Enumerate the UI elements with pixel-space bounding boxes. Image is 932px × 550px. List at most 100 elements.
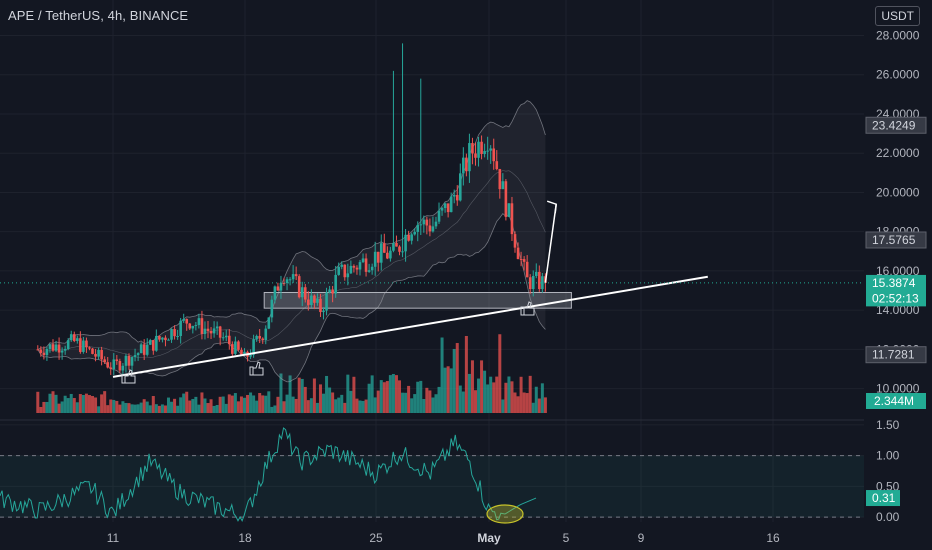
volume-bar [157, 405, 161, 413]
candle-body [434, 221, 438, 227]
volume-bar [422, 398, 426, 413]
candle-body [212, 328, 216, 334]
volume-bar [525, 393, 529, 413]
time-axis[interactable]: 11 18 25 May 5 9 16 [0, 526, 932, 550]
volume-bar [60, 401, 64, 413]
candle-body [215, 326, 219, 329]
oscillator-tick-label: 1.50 [876, 418, 900, 432]
candle-body [331, 289, 334, 294]
candle-body [334, 274, 337, 294]
candle-body [404, 234, 407, 252]
candle-body [237, 341, 240, 350]
thumb-hand [124, 369, 136, 384]
volume-bar [81, 394, 85, 413]
volume-bar [133, 404, 137, 413]
volume-bar [543, 397, 547, 413]
volume-bar [410, 398, 414, 413]
volume-bar [431, 397, 435, 413]
volume-bar [54, 394, 58, 413]
price-tick-label: 20.0000 [876, 185, 920, 199]
volume-bar [486, 384, 490, 413]
candle-body [72, 334, 76, 341]
candle-body [303, 287, 307, 300]
volume-bar [106, 405, 110, 413]
candle-body [373, 251, 377, 267]
price-label-box [866, 274, 926, 291]
candle-body [60, 350, 64, 353]
volume-bar [258, 393, 262, 413]
volume-bar [446, 366, 450, 413]
candle-body [191, 325, 195, 329]
candle-body [115, 359, 119, 362]
volume-bar [163, 405, 167, 413]
volume-bar [443, 367, 447, 413]
volume-bar [300, 378, 304, 413]
candle-body [307, 299, 310, 305]
volume-bar [249, 392, 253, 413]
volume-bar [449, 368, 453, 413]
candle-body [379, 243, 383, 263]
volume-bar [440, 337, 444, 413]
volume-bar [516, 396, 520, 413]
currency-button[interactable]: USDT [875, 6, 920, 26]
candle-body [416, 224, 420, 232]
candle-body [39, 349, 43, 353]
candle-body [57, 344, 61, 353]
volume-bar [507, 376, 511, 413]
candle-body [541, 276, 544, 290]
volume-bar [452, 348, 456, 413]
volume-bar [394, 375, 398, 413]
thumbs-up-icon [121, 369, 136, 384]
candle-body [243, 351, 246, 356]
volume-bar [45, 401, 49, 413]
candle-body [164, 337, 167, 341]
volume-bar [312, 378, 316, 413]
candle-body [392, 243, 395, 251]
candle-body [528, 277, 532, 289]
volume-label-box [866, 393, 926, 409]
candle-body [42, 352, 46, 356]
candle-body [376, 251, 380, 263]
volume-bar [388, 375, 392, 413]
candle-body [273, 286, 277, 300]
volume-bar [63, 395, 67, 413]
osc-label-box [866, 490, 900, 507]
volume-bar [367, 383, 371, 413]
candle-body [218, 326, 222, 338]
candle-body [182, 319, 185, 321]
candle-body [103, 359, 106, 363]
candle-body [106, 362, 110, 368]
price-tick-label: 26.0000 [876, 68, 920, 82]
candle-body [486, 150, 489, 152]
candle-body [401, 251, 404, 253]
volume-bar [498, 334, 502, 413]
candle-body [471, 143, 474, 154]
price-label: 17.5765 [872, 233, 916, 247]
volume-bar [188, 400, 192, 413]
oscillator-tick-label: 1.00 [876, 449, 900, 463]
candle-body [389, 250, 392, 259]
candle-body [337, 266, 341, 275]
volume-bar [209, 399, 213, 413]
volume-bar [331, 392, 335, 413]
candle-body [130, 357, 134, 366]
volume-bar [370, 375, 374, 413]
symbol-title: APE / TetherUS, 4h, BINANCE [8, 8, 189, 23]
volume-bar [145, 401, 149, 413]
candle-body [364, 258, 368, 272]
candle-body [361, 258, 365, 263]
volume-bar [230, 395, 234, 413]
thumb-hand [523, 301, 535, 316]
candle-body [76, 338, 79, 341]
time-tick-label: 5 [563, 531, 570, 545]
volume-bar [246, 394, 250, 413]
candle-body [425, 219, 429, 226]
candle-body [203, 328, 207, 334]
candle-body [525, 261, 529, 278]
candle-body [51, 344, 55, 351]
volume-bar [404, 392, 408, 413]
candle-body [340, 264, 344, 267]
volume-bar [124, 402, 128, 413]
